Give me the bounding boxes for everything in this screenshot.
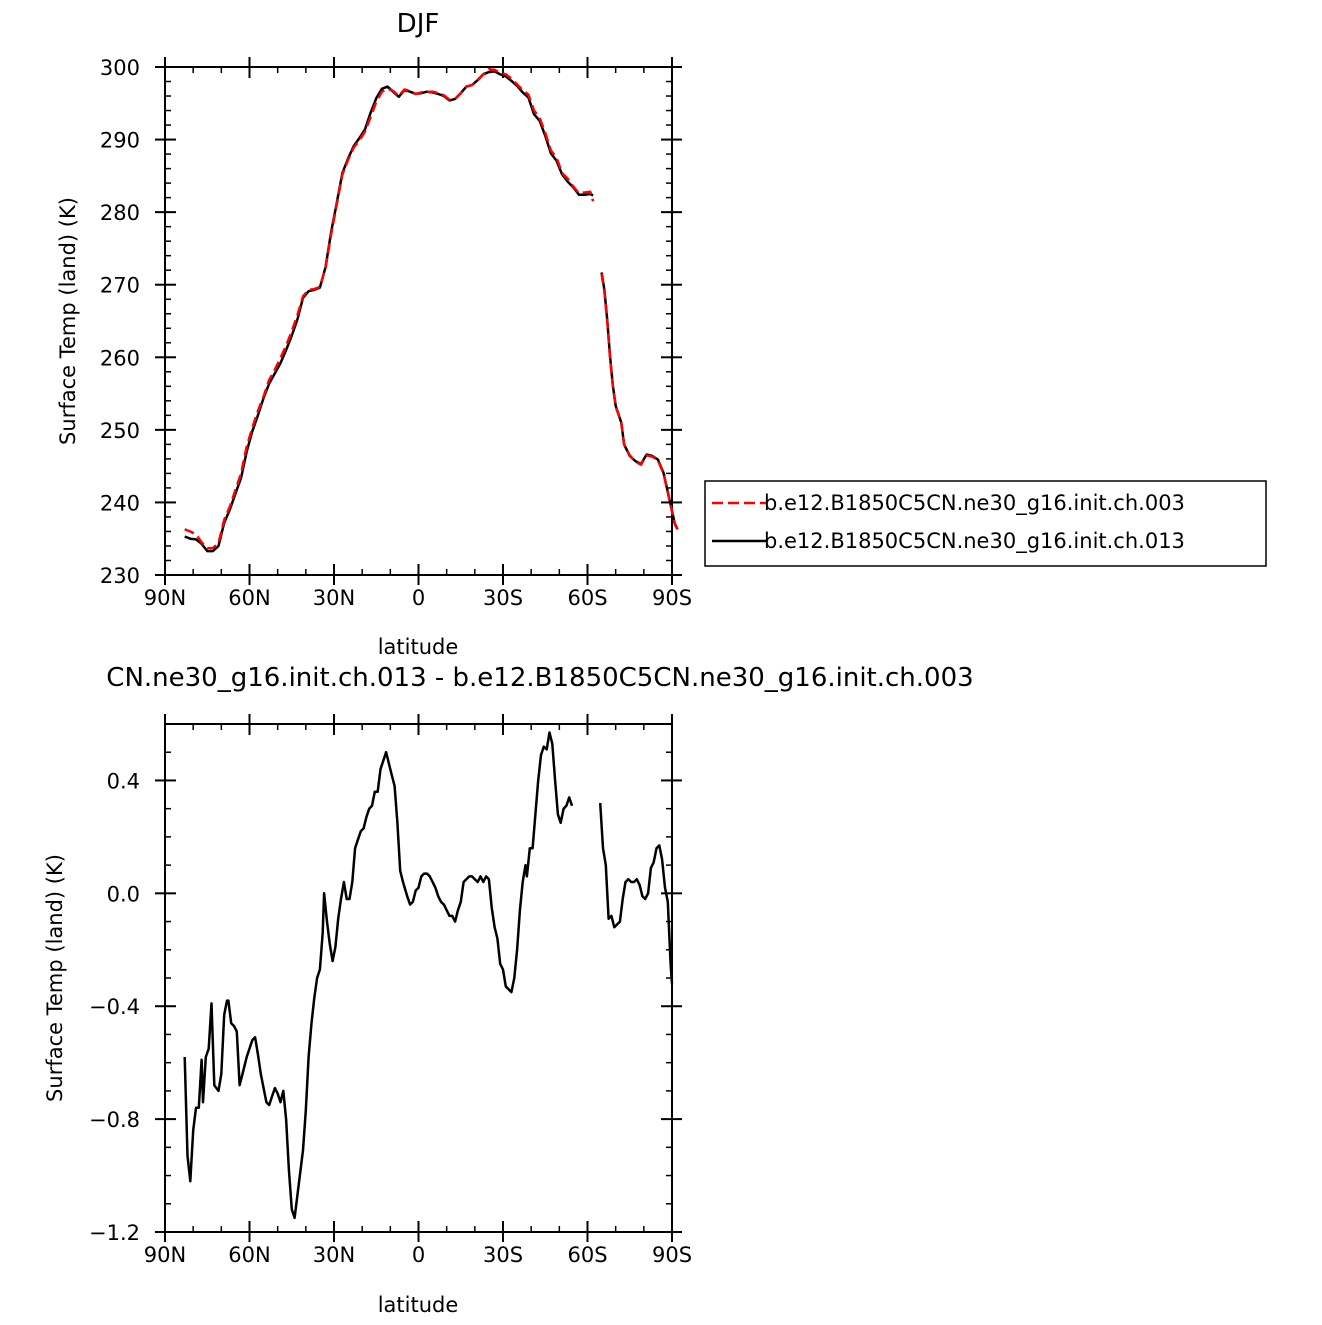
x-tick-label: 90N <box>144 1243 186 1267</box>
x-tick-label: 30S <box>483 1243 523 1267</box>
difference-chart-title: CN.ne30_g16.init.ch.013 - b.e12.B1850C5C… <box>106 663 973 693</box>
y-tick-label: 0.0 <box>107 882 140 906</box>
y-tick-label: 230 <box>100 564 140 588</box>
y-tick-labels: −1.2 −0.8 −0.4 0.0 0.4 <box>89 769 140 1245</box>
x-axis-label: latitude <box>378 635 459 659</box>
x-tick-label: 30N <box>313 1243 355 1267</box>
y-tick-label: 250 <box>100 419 140 443</box>
x-tick-label: 30S <box>483 586 523 610</box>
chart-title: DJF <box>397 9 440 39</box>
x-tick-label: 90S <box>652 586 692 610</box>
y-tick-label: 300 <box>100 56 140 80</box>
plot-frame <box>164 66 673 576</box>
x-tick-label: 0 <box>412 1243 425 1267</box>
x-tick-label: 60N <box>228 586 270 610</box>
y-tick-label: −0.8 <box>89 1108 140 1132</box>
y-tick-label: 270 <box>100 274 140 298</box>
series-line-003 <box>184 67 595 550</box>
y-tick-label: 260 <box>100 346 140 370</box>
x-tick-labels: 90N 60N 30N 0 30S 60S 90S <box>144 1243 692 1267</box>
top-panel: DJF 90N 60N 30N 0 30S 60S 90S 2302402502602702… <box>56 9 692 659</box>
y-axis-label: Surface Temp (land) (K) <box>56 197 80 445</box>
legend: b.e12.B1850C5CN.ne30_g16.init.ch.003 b.e… <box>704 480 1267 567</box>
x-tick-label: 90S <box>652 1243 692 1267</box>
y-tick-label: 0.4 <box>107 769 140 793</box>
x-tick-label: 60S <box>567 586 607 610</box>
legend-box <box>704 480 1267 567</box>
x-tick-label: 60S <box>567 1243 607 1267</box>
y-tick-label: −0.4 <box>89 995 140 1019</box>
bottom-panel: CN.ne30_g16.init.ch.013 - b.e12.B1850C5C… <box>43 663 974 1317</box>
legend-label-003: b.e12.B1850C5CN.ne30_g16.init.ch.003 <box>764 491 1185 516</box>
legend-label-013: b.e12.B1850C5CN.ne30_g16.init.ch.013 <box>764 529 1185 554</box>
y-tick-label: 290 <box>100 129 140 153</box>
series-line-003 <box>600 273 679 530</box>
x-tick-labels: 90N 60N 30N 0 30S 60S 90S <box>144 586 692 610</box>
y-tick-label: 240 <box>100 491 140 515</box>
series-line <box>183 731 574 1220</box>
plot-area <box>155 714 682 1242</box>
y-tick-label: −1.2 <box>89 1221 140 1245</box>
axis-ticks <box>155 57 682 585</box>
axis-ticks <box>155 714 682 1242</box>
x-tick-label: 90N <box>144 586 186 610</box>
series-lines <box>183 731 674 1220</box>
x-tick-label: 60N <box>228 1243 270 1267</box>
y-axis-label: Surface Temp (land) (K) <box>43 854 67 1102</box>
y-tick-label: 280 <box>100 201 140 225</box>
series-line-013 <box>184 70 594 553</box>
x-tick-label: 30N <box>313 586 355 610</box>
series-line <box>598 802 674 984</box>
plot-frame <box>164 723 673 1233</box>
series-lines <box>184 67 679 553</box>
y-tick-labels: 230 240 250 260 270 280 290 300 <box>100 56 140 588</box>
x-axis-label: latitude <box>378 1293 459 1317</box>
x-tick-label: 0 <box>412 586 425 610</box>
plot-area <box>155 57 682 585</box>
